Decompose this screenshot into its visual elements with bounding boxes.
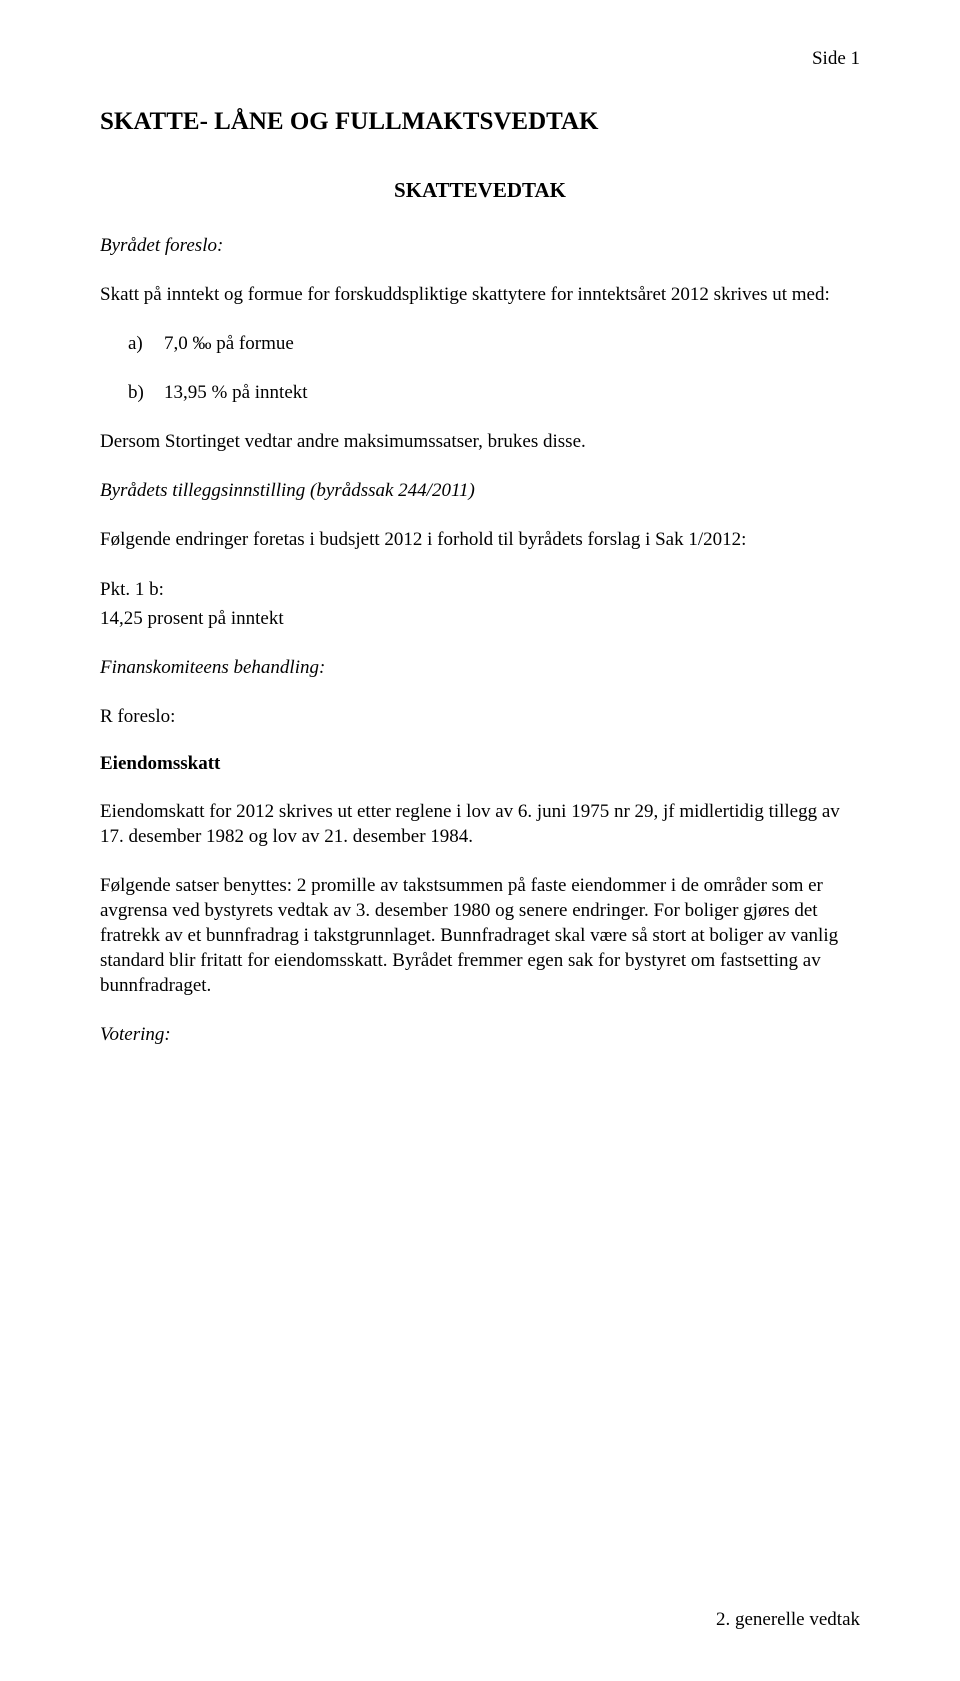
list-item: a) 7,0 ‰ på formue (100, 331, 860, 356)
document-title: SKATTE- LÅNE OG FULLMAKTSVEDTAK (100, 108, 860, 136)
eiendom-paragraph-2: Følgende satser benyttes: 2 promille av … (100, 873, 860, 998)
r-foreslo: R foreslo: (100, 704, 860, 729)
committee-label: Finanskomiteens behandling: (100, 655, 860, 680)
intro-paragraph: Skatt på inntekt og formue for forskudds… (100, 282, 860, 307)
votering-label: Votering: (100, 1022, 860, 1047)
document-page: Side 1 SKATTE- LÅNE OG FULLMAKTSVEDTAK S… (0, 0, 960, 1681)
storting-paragraph: Dersom Stortinget vedtar andre maksimums… (100, 429, 860, 454)
list-text: 13,95 % på inntekt (164, 380, 860, 405)
supplementary-label: Byrådets tilleggsinnstilling (byrådssak … (100, 478, 860, 503)
pkt-text: 14,25 prosent på inntekt (100, 606, 860, 631)
pkt-label: Pkt. 1 b: (100, 577, 860, 602)
list-text: 7,0 ‰ på formue (164, 331, 860, 356)
changes-paragraph: Følgende endringer foretas i budsjett 20… (100, 527, 860, 552)
eiendom-paragraph-1: Eiendomskatt for 2012 skrives ut etter r… (100, 799, 860, 849)
section-heading: SKATTEVEDTAK (100, 178, 860, 203)
list-item: b) 13,95 % på inntekt (100, 380, 860, 405)
proposal-label: Byrådet foreslo: (100, 233, 860, 258)
list-letter: b) (100, 380, 164, 405)
eiendom-heading: Eiendomsskatt (100, 753, 860, 775)
list-letter: a) (100, 331, 164, 356)
page-number: Side 1 (812, 48, 860, 70)
footer-text: 2. generelle vedtak (716, 1609, 860, 1631)
